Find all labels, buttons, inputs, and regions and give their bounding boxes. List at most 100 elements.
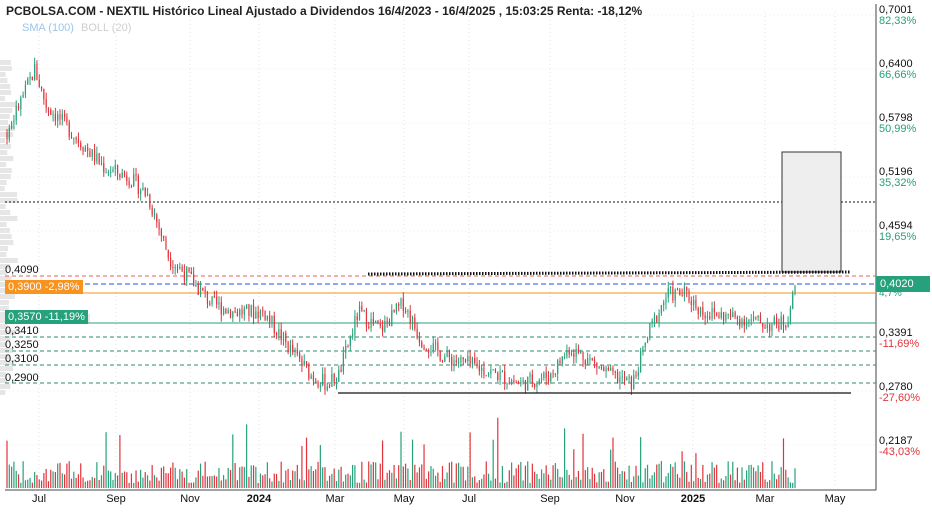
volume-bar <box>384 479 386 488</box>
volume-bar <box>577 470 580 488</box>
indicator-sma-label[interactable]: SMA (100) <box>22 22 74 34</box>
candle-body <box>361 306 363 311</box>
candle-body <box>405 310 407 313</box>
candle-body <box>358 306 361 321</box>
indicator-boll-label[interactable]: BOLL (20) <box>81 22 132 34</box>
volume-bar <box>296 464 298 488</box>
candle-body <box>176 266 179 268</box>
vol-profile-bar <box>0 252 7 257</box>
candle-body <box>672 286 674 301</box>
indicator-legend[interactable]: SMA (100) BOLL (20) <box>22 22 131 34</box>
volume-bar <box>6 440 8 488</box>
axis-price-1: 0,6400 <box>879 58 913 70</box>
volume-bar <box>93 477 96 488</box>
volume-bar <box>428 471 430 488</box>
volume-bar <box>211 476 213 488</box>
candle-body <box>423 346 425 350</box>
candle-body <box>61 113 63 120</box>
candle-body <box>605 367 607 372</box>
volume-bar <box>580 479 582 488</box>
candle-body <box>322 373 324 386</box>
candle-body <box>174 266 176 269</box>
candle-body <box>299 353 301 359</box>
volume-bar <box>642 482 644 488</box>
volume-bar <box>669 464 672 488</box>
x-tick-2024: 2024 <box>246 493 272 505</box>
candle-body <box>197 284 199 295</box>
vol-profile-bar <box>0 108 13 113</box>
candle-body <box>395 304 397 313</box>
candle-body <box>243 308 245 315</box>
volume-bar <box>522 480 524 488</box>
volume-bar <box>199 463 202 488</box>
candle-body <box>686 287 688 291</box>
candle-body <box>425 349 427 351</box>
candle-body <box>135 174 137 176</box>
volume-bar <box>660 461 662 488</box>
x-tick-mar-2025: Mar <box>755 493 775 505</box>
volume-bar <box>61 473 63 488</box>
candle-body <box>460 357 462 363</box>
candle-body <box>227 310 229 314</box>
x-tick-nov-2023: Nov <box>180 493 200 505</box>
volume-bar <box>727 461 729 488</box>
candle-body <box>43 88 45 100</box>
volume-bar <box>370 464 372 488</box>
candle-body <box>653 315 656 321</box>
candle-body <box>84 147 86 152</box>
volume-bar <box>605 481 607 488</box>
volume-bar <box>264 474 266 488</box>
volume-bar <box>84 481 86 488</box>
volume-bar <box>612 437 614 488</box>
vol-profile-bar <box>0 186 5 191</box>
volume-bar <box>11 466 13 488</box>
candle-body <box>773 317 775 324</box>
volume-bar <box>534 471 536 488</box>
volume-bar <box>252 465 255 488</box>
volume-bar <box>517 464 520 488</box>
volume-bar <box>746 470 748 488</box>
candle-body <box>462 357 464 360</box>
volume-bar <box>13 461 15 488</box>
candle-body <box>483 367 485 376</box>
candle-body <box>301 358 303 366</box>
volume-bar <box>183 477 186 488</box>
volume-bar <box>640 437 642 488</box>
candle-body <box>246 304 248 309</box>
volume-bar <box>545 465 547 488</box>
volume-bar <box>706 474 709 488</box>
volume-bar <box>402 466 404 488</box>
candle-body <box>762 323 764 328</box>
candle-body <box>220 302 222 315</box>
candle-body <box>755 316 757 318</box>
vol-profile-bar <box>0 162 7 167</box>
candle-body <box>411 317 414 324</box>
volume-bar <box>377 479 379 488</box>
candle-body <box>91 149 93 157</box>
candle-body <box>149 194 151 208</box>
candle-body <box>538 379 540 383</box>
vol-profile-bar <box>0 360 15 365</box>
candle-body <box>17 105 20 110</box>
candle-body <box>448 350 450 358</box>
candle-body <box>354 316 356 335</box>
axis-pct-5: -11,69% <box>879 338 920 350</box>
candle-body <box>453 360 455 366</box>
level-label-2900: 0,2900 <box>5 372 39 384</box>
volume-bar <box>584 470 586 488</box>
candle-body <box>458 362 460 364</box>
candle-body <box>13 120 15 123</box>
candle-body <box>252 305 255 319</box>
candle-body <box>11 122 13 128</box>
vol-profile-bar <box>0 126 15 131</box>
candle-body <box>45 99 47 108</box>
candle-body <box>623 376 626 381</box>
current-price-pct: 4,7% <box>879 288 902 299</box>
volume-bar <box>538 478 540 488</box>
volume-bar <box>135 470 137 488</box>
candle-body <box>326 386 328 390</box>
candle-body <box>34 63 36 80</box>
candle-body <box>690 301 692 305</box>
volume-bar <box>305 437 308 488</box>
volume-bar <box>568 474 570 488</box>
